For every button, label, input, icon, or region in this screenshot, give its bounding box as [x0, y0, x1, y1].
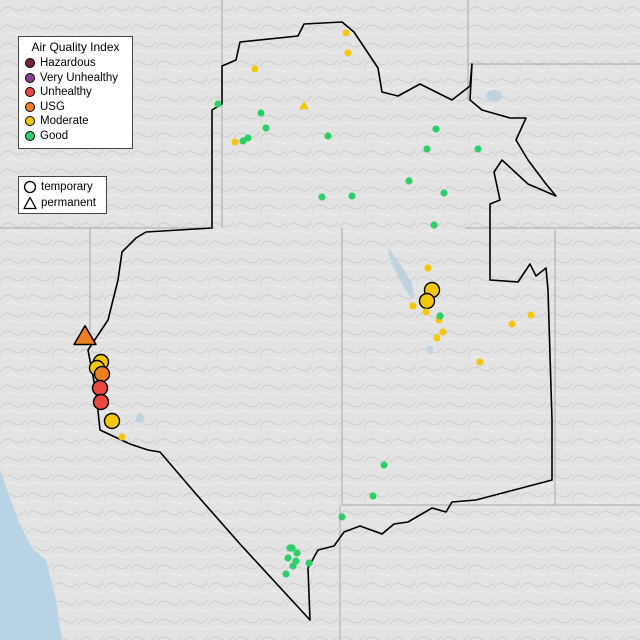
monitor-marker[interactable]: [118, 433, 126, 441]
region-boundary: [87, 21, 557, 621]
monitor-marker[interactable]: [305, 559, 313, 567]
monitor-layer: [73, 29, 535, 578]
monitor-marker[interactable]: [380, 461, 388, 469]
lakes: [136, 90, 502, 423]
triangle-icon: [23, 196, 37, 210]
monitor-marker[interactable]: [369, 492, 377, 500]
monitor-marker[interactable]: [231, 138, 239, 146]
legend-label: Good: [40, 129, 69, 142]
monitor-marker[interactable]: [239, 137, 247, 145]
legend-item-usg: USG: [25, 100, 126, 115]
monitor-marker[interactable]: [293, 549, 301, 557]
monitor-marker[interactable]: [436, 312, 444, 320]
monitor-marker[interactable]: [422, 308, 430, 316]
monitor-marker[interactable]: [73, 325, 97, 346]
moderate-swatch: [25, 116, 35, 127]
monitor-marker[interactable]: [418, 292, 436, 310]
legend-label: Very Unhealthy: [40, 71, 118, 84]
monitor-marker[interactable]: [405, 177, 413, 185]
monitor-marker[interactable]: [508, 320, 516, 328]
legend-title: Air Quality Index: [31, 40, 120, 54]
monitor-marker[interactable]: [92, 393, 110, 411]
ocean: [0, 470, 62, 640]
monitor-marker[interactable]: [476, 358, 484, 366]
monitor-marker[interactable]: [432, 125, 440, 133]
monitor-marker[interactable]: [251, 65, 259, 73]
monitor-marker[interactable]: [474, 145, 482, 153]
monitor-marker[interactable]: [433, 334, 441, 342]
monitor-marker[interactable]: [424, 264, 432, 272]
legend-label: USG: [40, 100, 65, 113]
legend-label: Hazardous: [40, 57, 96, 70]
legend-item-very-unhealthy: Very Unhealthy: [25, 71, 126, 86]
monitor-marker[interactable]: [430, 221, 438, 229]
monitor-marker[interactable]: [257, 109, 265, 117]
monitor-marker[interactable]: [91, 379, 109, 397]
monitor-marker[interactable]: [338, 513, 346, 521]
good-swatch: [25, 130, 35, 141]
monitor-marker[interactable]: [262, 124, 270, 132]
legend-item-unhealthy: Unhealthy: [25, 85, 126, 100]
monitor-marker[interactable]: [289, 562, 297, 570]
monitor-marker[interactable]: [282, 570, 290, 578]
circle-icon: [23, 180, 37, 194]
monitor-marker[interactable]: [409, 302, 417, 310]
aqi-legend: Air Quality Index Hazardous Very Unhealt…: [18, 36, 133, 149]
monitor-marker[interactable]: [286, 544, 294, 552]
legend-label: Moderate: [40, 115, 89, 128]
monitor-marker[interactable]: [318, 193, 326, 201]
monitor-marker[interactable]: [348, 192, 356, 200]
legend-label: permanent: [41, 197, 96, 209]
hazardous-swatch: [25, 58, 35, 69]
monitor-marker[interactable]: [103, 412, 121, 430]
very-unhealthy-swatch: [25, 72, 35, 83]
monitor-marker[interactable]: [342, 29, 350, 37]
monitor-marker[interactable]: [299, 100, 309, 110]
legend-label: Unhealthy: [40, 86, 92, 99]
monitor-marker[interactable]: [440, 189, 448, 197]
legend-label: temporary: [41, 181, 93, 193]
legend-item-good: Good: [25, 129, 126, 144]
legend-item-temporary: temporary: [23, 179, 102, 195]
legend-item-moderate: Moderate: [25, 114, 126, 129]
monitor-marker[interactable]: [324, 132, 332, 140]
monitor-marker[interactable]: [93, 365, 111, 383]
unhealthy-swatch: [25, 87, 35, 98]
legend-item-hazardous: Hazardous: [25, 56, 126, 71]
monitor-marker[interactable]: [527, 311, 535, 319]
monitor-marker[interactable]: [423, 145, 431, 153]
monitor-marker[interactable]: [344, 49, 352, 57]
usg-swatch: [25, 101, 35, 112]
monitor-marker[interactable]: [214, 100, 222, 108]
monitor-marker[interactable]: [284, 554, 292, 562]
monitor-type-legend: temporary permanent: [18, 176, 107, 214]
legend-item-permanent: permanent: [23, 195, 102, 211]
monitor-marker[interactable]: [439, 328, 447, 336]
